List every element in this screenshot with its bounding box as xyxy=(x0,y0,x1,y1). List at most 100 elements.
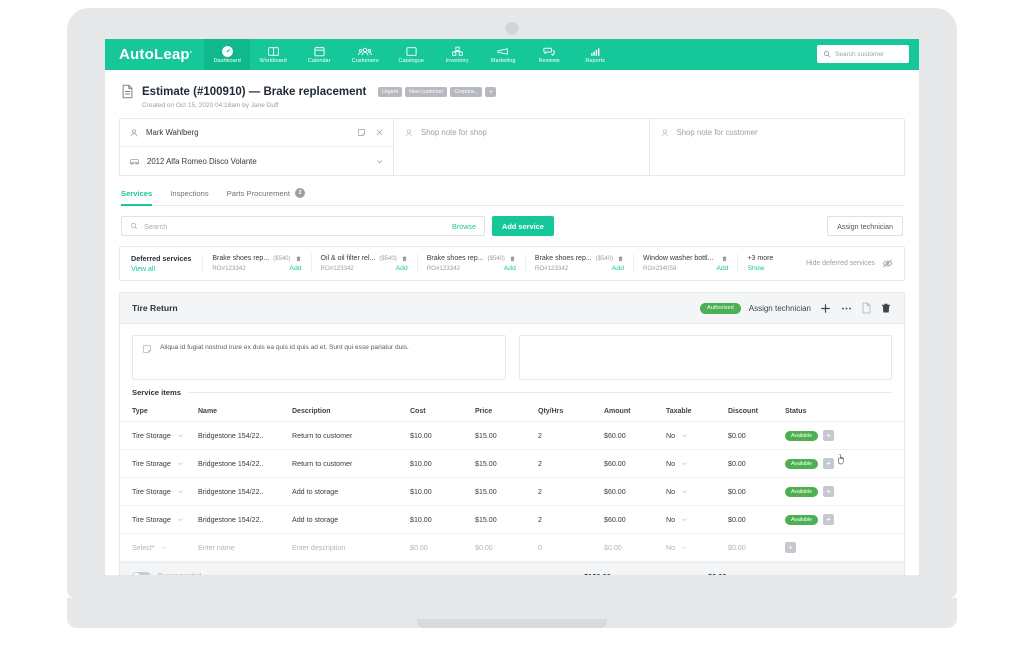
eye-off-icon[interactable] xyxy=(882,258,893,269)
hide-deferred-services-control[interactable]: Hide deferred services xyxy=(797,254,904,273)
cell-price[interactable]: $15.00 xyxy=(475,449,538,478)
cell-type[interactable]: Tire Storage xyxy=(120,449,198,478)
global-search-input[interactable]: Search customer xyxy=(817,45,909,63)
deferred-item[interactable]: Window washer bottl... RO#234058 Add xyxy=(633,254,737,273)
chevron-down-icon[interactable] xyxy=(681,460,688,467)
cell-name-placeholder[interactable]: Enter name xyxy=(198,533,292,562)
nav-item-dashboard[interactable]: Dashboard xyxy=(204,39,251,70)
table-row-new-item[interactable]: Select* Enter name Enter description $0.… xyxy=(120,533,904,562)
tag-new-customer[interactable]: New customer xyxy=(405,87,448,97)
note-icon[interactable] xyxy=(357,128,366,137)
row-add-button[interactable]: + xyxy=(822,430,834,441)
cell-qty-placeholder[interactable]: 0 xyxy=(538,533,604,562)
cell-name[interactable]: Bridgestone 154/22.. xyxy=(198,449,292,478)
service-note-customer[interactable] xyxy=(518,335,892,380)
trash-icon[interactable] xyxy=(295,255,302,262)
row-add-button[interactable]: + xyxy=(822,486,834,497)
cell-description-placeholder[interactable]: Enter description xyxy=(292,533,410,562)
shop-note-for-shop[interactable]: Shop note for shop xyxy=(394,119,650,175)
chevron-down-icon[interactable] xyxy=(177,488,184,495)
customer-row[interactable]: Mark Wahlberg xyxy=(120,119,393,147)
cell-qty[interactable]: 2 xyxy=(538,421,604,450)
tag-urgent[interactable]: Urgent xyxy=(377,87,403,97)
chevron-down-icon[interactable] xyxy=(681,544,688,551)
table-row[interactable]: Tire Storage Bridgestone 154/22.. Add to… xyxy=(120,505,904,534)
cell-taxable[interactable]: No xyxy=(666,449,728,478)
cell-type[interactable]: Tire Storage xyxy=(120,421,198,450)
nav-item-customers[interactable]: Customers xyxy=(342,39,388,70)
trash-icon[interactable] xyxy=(401,255,408,262)
cell-taxable[interactable]: No xyxy=(666,533,728,562)
nav-item-reports[interactable]: Reports xyxy=(572,39,618,70)
row-add-button[interactable]: + xyxy=(822,514,834,525)
cell-qty[interactable]: 2 xyxy=(538,505,604,534)
cell-type[interactable]: Tire Storage xyxy=(120,505,198,534)
nav-item-catalogue[interactable]: Catalogue xyxy=(388,39,434,70)
row-add-button[interactable]: + xyxy=(822,458,834,469)
chevron-down-icon[interactable] xyxy=(160,544,167,551)
cell-cost[interactable]: $10.00 xyxy=(410,505,475,534)
cell-name[interactable]: Bridgestone 154/22.. xyxy=(198,421,292,450)
cell-taxable[interactable]: No xyxy=(666,421,728,450)
table-row[interactable]: Tire Storage Bridgestone 154/22.. Add to… xyxy=(120,477,904,506)
chevron-down-icon[interactable] xyxy=(375,157,384,166)
delete-service-button[interactable] xyxy=(880,302,892,314)
deferred-item-add-link[interactable]: Add xyxy=(395,265,408,272)
cell-description[interactable]: Add to storage xyxy=(292,505,410,534)
table-row[interactable]: Tire Storage Bridgestone 154/22.. Return… xyxy=(120,421,904,450)
nav-item-reviews[interactable]: Reviews xyxy=(526,39,572,70)
cell-qty[interactable]: 2 xyxy=(538,449,604,478)
close-icon[interactable] xyxy=(375,128,384,137)
row-add-button[interactable]: + xyxy=(785,542,796,553)
cell-cost-placeholder[interactable]: $0.00 xyxy=(410,533,475,562)
duplicate-service-button[interactable] xyxy=(861,302,872,314)
cell-type[interactable]: Select* xyxy=(120,533,198,562)
deferred-item-add-link[interactable]: Add xyxy=(503,265,516,272)
chevron-down-icon[interactable] xyxy=(681,488,688,495)
cell-name[interactable]: Bridgestone 154/22.. xyxy=(198,477,292,506)
cell-description[interactable]: Return to customer xyxy=(292,449,410,478)
trash-icon[interactable] xyxy=(721,255,728,262)
chevron-down-icon[interactable] xyxy=(177,516,184,523)
cell-description[interactable]: Return to customer xyxy=(292,421,410,450)
deferred-view-all-link[interactable]: View all xyxy=(131,266,155,273)
tab-services[interactable]: Services xyxy=(121,189,153,206)
recommended-toggle[interactable] xyxy=(132,572,151,575)
nav-item-calendar[interactable]: Calendar xyxy=(296,39,342,70)
cell-price[interactable]: $15.00 xyxy=(475,505,538,534)
deferred-show-link[interactable]: Show xyxy=(747,265,765,272)
cell-description[interactable]: Add to storage xyxy=(292,477,410,506)
app-logo[interactable]: AutoLeap’ xyxy=(105,39,204,70)
cell-name[interactable]: Bridgestone 154/22.. xyxy=(198,505,292,534)
chevron-down-icon[interactable] xyxy=(681,432,688,439)
cell-discount[interactable]: $0.00 xyxy=(728,505,785,534)
cell-cost[interactable]: $10.00 xyxy=(410,421,475,450)
deferred-item-add-link[interactable]: Add xyxy=(289,265,302,272)
add-service-button[interactable]: Add service xyxy=(492,216,554,236)
nav-item-workboard[interactable]: Workboard xyxy=(250,39,296,70)
cell-taxable[interactable]: No xyxy=(666,505,728,534)
deferred-item-add-link[interactable]: Add xyxy=(611,265,625,272)
shop-note-for-customer[interactable]: Shop note for customer xyxy=(650,119,905,175)
tab-parts-procurement[interactable]: Parts Procurement 2 xyxy=(227,188,305,205)
deferred-item[interactable]: Oil & oil filter rel... ($540) RO#123342… xyxy=(310,254,417,273)
deferred-item[interactable]: Brake shoes rep... ($540) RO#123342 Add xyxy=(416,254,525,273)
nav-item-marketing[interactable]: Marketing xyxy=(480,39,526,70)
add-item-button[interactable] xyxy=(819,302,832,315)
trash-icon[interactable] xyxy=(617,255,624,262)
cell-cost[interactable]: $10.00 xyxy=(410,449,475,478)
service-assign-technician-link[interactable]: Assign technician xyxy=(748,303,811,313)
deferred-item[interactable]: Brake shoes rep... ($540) RO#123342 Add xyxy=(202,254,310,273)
chevron-down-icon[interactable] xyxy=(177,460,184,467)
deferred-item-add-link[interactable]: Add xyxy=(716,265,729,272)
tab-inspections[interactable]: Inspections xyxy=(170,189,208,205)
chevron-down-icon[interactable] xyxy=(681,516,688,523)
cell-discount[interactable]: $0.00 xyxy=(728,449,785,478)
vehicle-row[interactable]: 2012 Alfa Romeo Disco Volante xyxy=(120,147,393,175)
cell-cost[interactable]: $10.00 xyxy=(410,477,475,506)
add-tag-button[interactable]: + xyxy=(485,87,497,97)
tag-corporate[interactable]: Corpora... xyxy=(450,87,483,97)
cell-type[interactable]: Tire Storage xyxy=(120,477,198,506)
cell-discount[interactable]: $0.00 xyxy=(728,477,785,506)
deferred-item[interactable]: Brake shoes rep... ($540) RO#123342 Add xyxy=(524,254,633,273)
